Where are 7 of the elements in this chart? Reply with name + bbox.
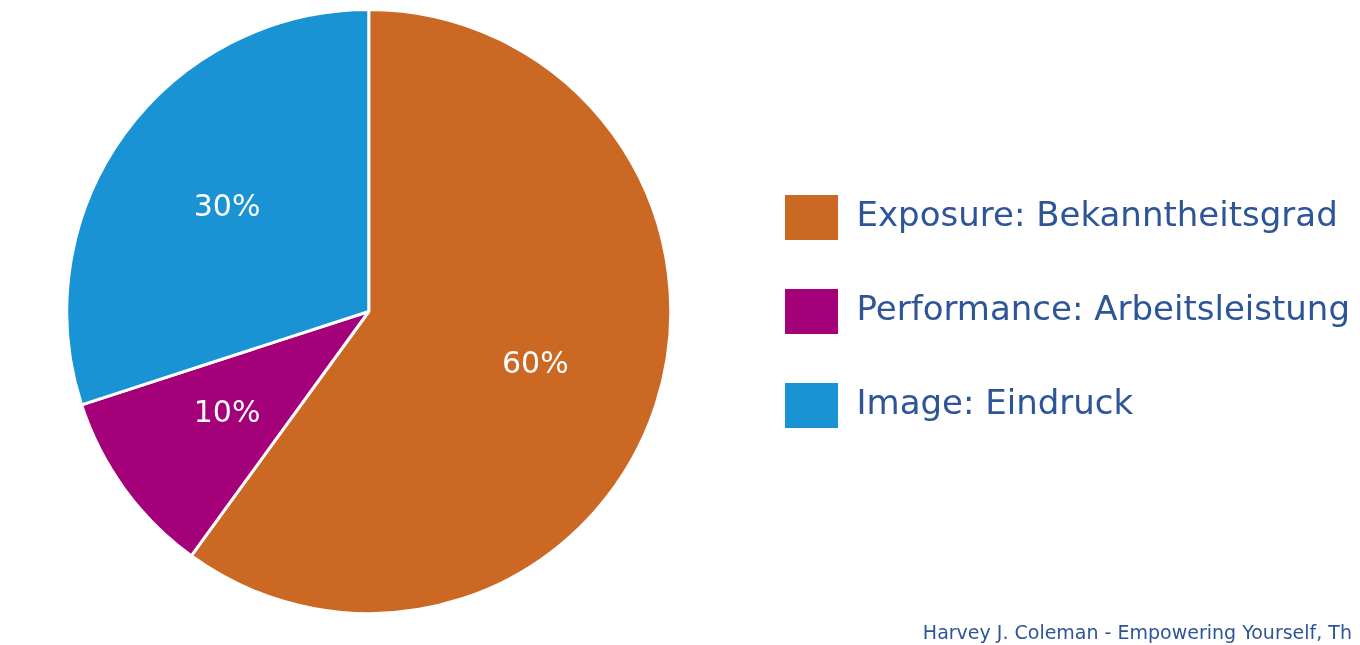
data-label: 60%	[502, 345, 569, 381]
legend-label: Image: Eindruck	[856, 382, 1134, 423]
text: Harvey J. Coleman - Empowering Yourself, Th	[922, 621, 1352, 643]
legend-label: Exposure: Bekanntheitsgrad	[856, 194, 1338, 235]
legend-label: Performance: Arbeitsleistung	[856, 288, 1350, 329]
data-label: 10%	[193, 394, 261, 430]
data-label: 30%	[193, 188, 261, 224]
